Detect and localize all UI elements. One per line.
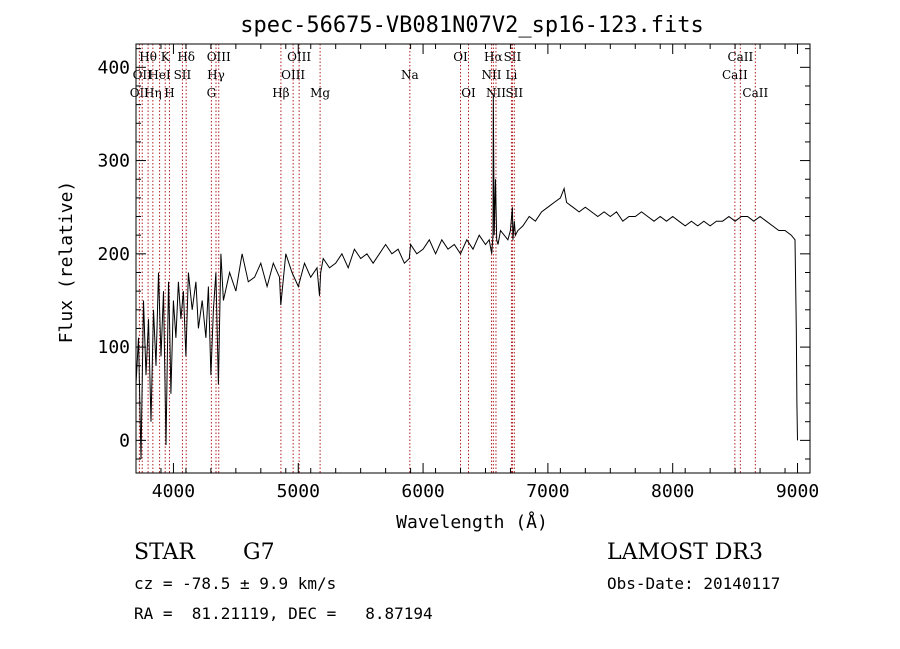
x-axis-label: Wavelength (Å) [396, 511, 548, 533]
line-marker-label-14: OIII [287, 50, 311, 64]
chart-title: spec-56675-VB081N07V2_sp16-123.fits [240, 13, 704, 38]
line-marker-label-1: OII [133, 68, 153, 82]
x-tick-label-5: 9000 [776, 481, 819, 502]
y-tick-label-4: 400 [97, 57, 130, 78]
line-marker-label-8: Hδ [177, 50, 195, 64]
redshift-text: cz = -78.5 ± 9.9 km/s [134, 574, 337, 593]
observation-date: Obs-Date: 20140117 [607, 574, 781, 593]
line-marker-label-3: Hη [144, 86, 162, 100]
y-axis-label: Flux (relative) [56, 181, 77, 344]
line-marker-label-16: Na [401, 68, 419, 82]
line-marker-label-6: H [164, 86, 174, 100]
line-marker-label-24: SII [505, 86, 523, 100]
line-marker-label-17: OI [453, 50, 468, 64]
line-marker-label-13: OIII [281, 68, 305, 82]
plot-frame [135, 43, 811, 474]
object-class: STAR [134, 540, 195, 565]
y-tick-label-3: 300 [97, 151, 130, 172]
line-marker-label-15: Mg [310, 86, 330, 100]
y-tick-label-2: 200 [97, 244, 130, 265]
line-marker-label-9: G [207, 86, 217, 100]
line-marker-label-4: HeI [148, 68, 171, 82]
survey-name: LAMOST DR3 [607, 540, 763, 565]
y-tick-label-1: 100 [97, 337, 130, 358]
line-marker-label-19: NII [481, 68, 501, 82]
line-marker-label-23: SII [504, 50, 522, 64]
line-marker-label-7: SII [174, 68, 192, 82]
x-tick-label-4: 8000 [651, 481, 694, 502]
line-marker-label-20: Hα [484, 50, 503, 64]
coordinates-text: RA = 81.21119, DEC = 8.87194 [134, 604, 433, 623]
line-marker-label-2: Hθ [139, 50, 157, 64]
y-tick-label-0: 0 [119, 430, 130, 451]
line-marker-label-10: Hγ [207, 68, 225, 82]
axis-ticks: 4000 5000 6000 7000 8000 9000 0 100 200 300 400 [97, 44, 819, 502]
line-marker-label-5: K [161, 50, 171, 64]
x-tick-label-1: 5000 [277, 481, 320, 502]
line-marker-label-27: CaII [742, 86, 768, 100]
x-tick-label-2: 6000 [401, 481, 444, 502]
x-tick-label-0: 4000 [152, 481, 195, 502]
line-marker-label-18: OI [461, 86, 476, 100]
line-marker-group: OIIOIIHθHηHeIKHSIIHδGHγOIIIHβOIIIOIIIMgN… [130, 44, 768, 473]
line-marker-label-12: Hβ [272, 86, 289, 100]
spectrum-chart: spec-56675-VB081N07V2_sp16-123.fits OII O… [56, 13, 819, 533]
line-marker-label-0: OII [130, 86, 150, 100]
object-subclass: G7 [243, 540, 275, 565]
line-marker-label-22: Li [506, 68, 518, 82]
line-marker-label-25: CaII [722, 68, 748, 82]
spectrum-series-line [135, 95, 798, 460]
x-tick-label-3: 7000 [526, 481, 569, 502]
line-marker-label-26: CaII [727, 50, 753, 64]
line-marker-label-11: OIII [207, 50, 231, 64]
line-marker-label-21: NII [486, 86, 506, 100]
